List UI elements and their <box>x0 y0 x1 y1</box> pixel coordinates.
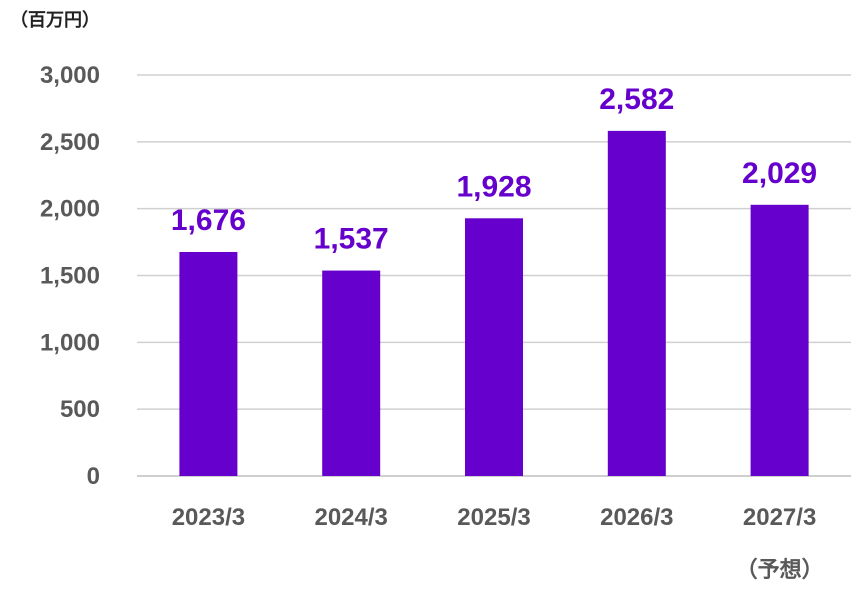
y-tick-label: 1,500 <box>40 263 100 290</box>
y-tick-label: 2,000 <box>40 196 100 223</box>
unit-label: （百万円） <box>10 10 100 31</box>
x-axis-ticks: 2023/3 2024/3 2025/3 2026/3 2027/3 （予想） <box>172 504 824 583</box>
x-tick-label: 2026/3 <box>600 504 673 531</box>
data-label: 2,029 <box>742 157 817 190</box>
x-tick-label: 2023/3 <box>172 504 245 531</box>
x-tick-note: （予想） <box>736 558 824 583</box>
data-label: 2,582 <box>599 83 674 116</box>
bar <box>607 130 666 476</box>
bar <box>465 218 523 477</box>
x-tick-label: 2024/3 <box>314 504 387 531</box>
bars <box>179 130 809 477</box>
y-axis-ticks: 0 500 1,000 1,500 2,000 2,500 3,000 <box>40 62 100 490</box>
data-labels: 1,676 1,537 1,928 2,582 2,029 <box>171 83 817 256</box>
y-tick-label: 0 <box>87 463 100 490</box>
data-label: 1,676 <box>171 204 246 237</box>
bar <box>750 204 809 476</box>
y-tick-label: 2,500 <box>40 129 100 156</box>
bar <box>179 251 238 476</box>
x-tick-label: 2027/3 <box>743 504 816 531</box>
x-tick-label: 2025/3 <box>457 504 530 531</box>
y-tick-label: 1,000 <box>40 329 100 356</box>
y-tick-label: 3,000 <box>40 62 100 89</box>
bar <box>322 270 381 476</box>
data-label: 1,537 <box>314 223 389 256</box>
y-tick-label: 500 <box>60 396 100 423</box>
data-label: 1,928 <box>456 170 531 203</box>
